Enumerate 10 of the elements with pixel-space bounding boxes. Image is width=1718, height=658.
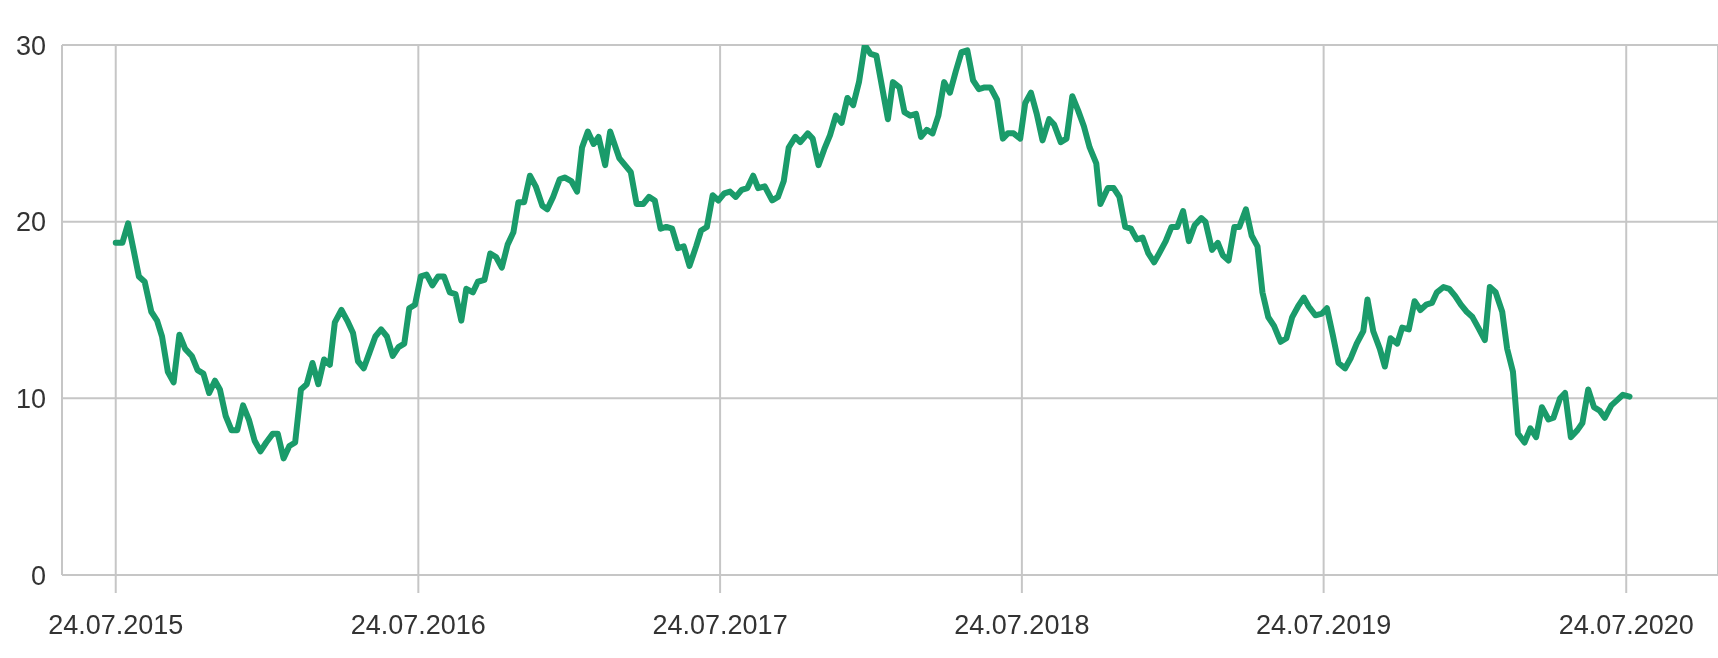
- y-tick-label: 30: [15, 30, 46, 61]
- x-tick-label: 24.07.2019: [1256, 610, 1392, 641]
- y-tick-label: 10: [15, 383, 46, 414]
- y-tick-label: 0: [30, 560, 46, 591]
- x-tick-label: 24.07.2018: [954, 610, 1090, 641]
- x-tick-label: 24.07.2015: [48, 610, 184, 641]
- x-tick-label: 24.07.2016: [350, 610, 486, 641]
- y-tick-label: 20: [15, 207, 46, 238]
- x-tick-label: 24.07.2017: [652, 610, 788, 641]
- x-tick-label: 24.07.2020: [1558, 610, 1694, 641]
